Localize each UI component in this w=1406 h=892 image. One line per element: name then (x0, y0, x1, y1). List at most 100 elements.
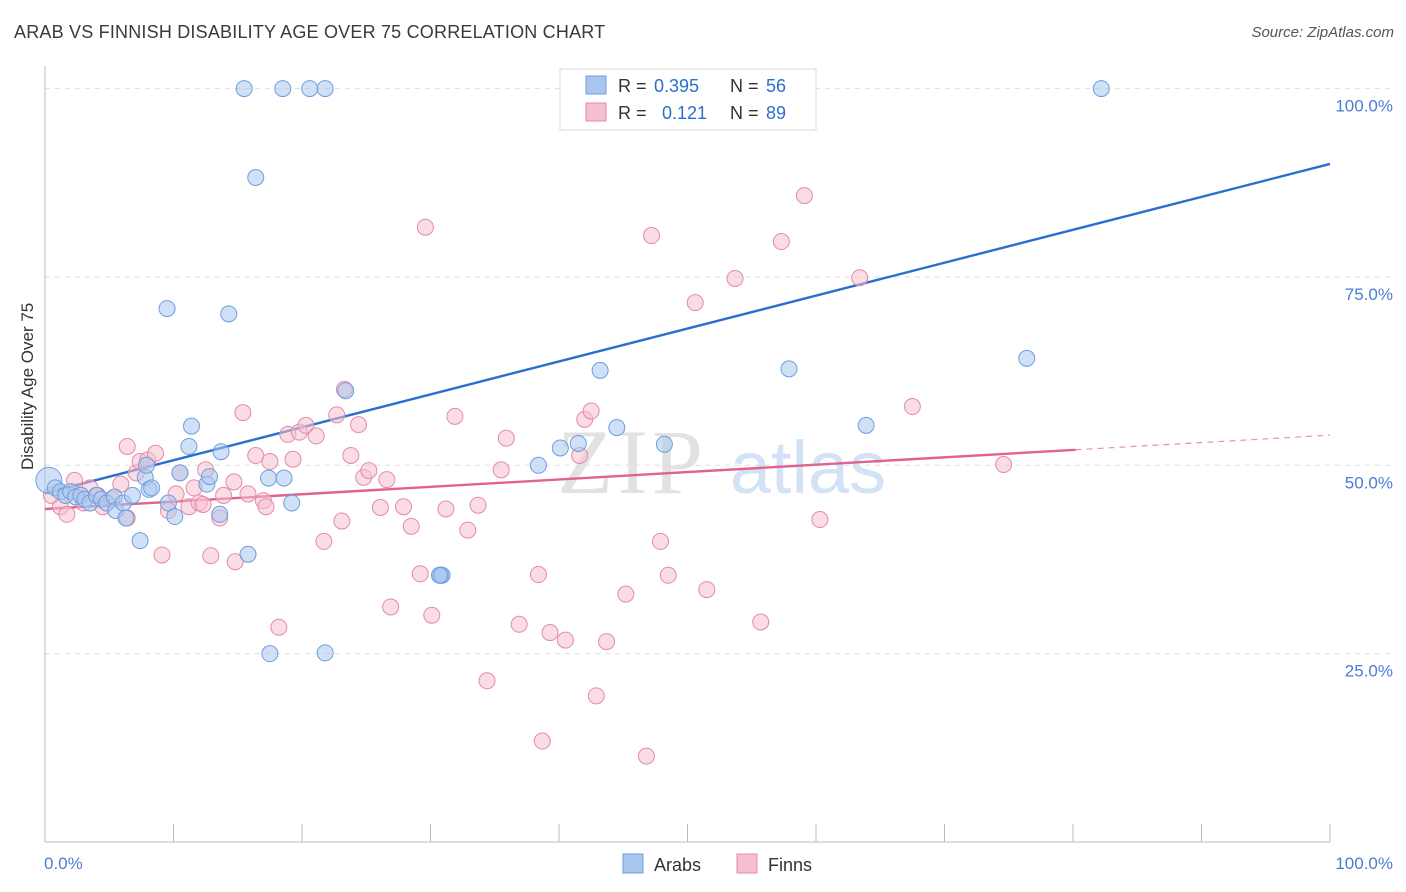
arabs-point (180, 437, 198, 455)
y-tick-label: 75.0% (1345, 285, 1393, 304)
finns-point (342, 447, 360, 465)
finns-point (726, 269, 744, 287)
finns-point (437, 500, 455, 518)
finns-point (257, 498, 275, 516)
finns-point (202, 547, 220, 565)
arabs-point (247, 169, 265, 187)
arabs-point (301, 80, 319, 98)
finns-point (225, 473, 243, 491)
arabs-point (1018, 349, 1036, 367)
finns-point (478, 672, 496, 690)
arabs-point (166, 508, 184, 526)
y-tick-label: 25.0% (1345, 662, 1393, 681)
x-tick-label-left: 0.0% (44, 854, 83, 873)
arabs-point (337, 382, 355, 400)
arabs-bottom-swatch (622, 853, 644, 874)
finns-r-value: 0.121 (662, 103, 707, 123)
finns-point (194, 495, 212, 513)
arabs-r-label: R = (618, 76, 647, 96)
finns-point (582, 402, 600, 420)
arabs-point (591, 361, 609, 379)
finns-legend-swatch (585, 102, 607, 122)
arabs-point (655, 435, 673, 453)
arabs-point (131, 532, 149, 550)
arabs-point (117, 509, 135, 527)
arabs-point (212, 443, 230, 461)
finns-point (510, 615, 528, 633)
finns-point (350, 416, 368, 434)
finns-point (270, 618, 288, 636)
finns-point (698, 581, 716, 599)
finns-point (772, 233, 790, 251)
finns-point (333, 512, 351, 530)
finns-point (411, 565, 429, 583)
grid-lines (45, 88, 1392, 655)
arabs-point (283, 494, 301, 512)
arabs-point (138, 456, 156, 474)
arabs-n-label: N = (730, 76, 759, 96)
finns-point (533, 732, 551, 750)
arabs-point (569, 434, 587, 452)
finns-point (378, 471, 396, 489)
finns-point (416, 218, 434, 236)
series-legend: Arabs Finns (622, 853, 812, 875)
chart-source: Source: ZipAtlas.com (1251, 24, 1394, 41)
finns-point (469, 496, 487, 514)
arabs-point (239, 545, 257, 563)
arabs-point (275, 469, 293, 487)
finns-point (58, 505, 76, 523)
finns-point (903, 398, 921, 416)
finns-points (42, 187, 1013, 765)
finns-point (795, 187, 813, 205)
y-tick-labels: 25.0% 50.0% 75.0% 100.0% (1335, 97, 1393, 681)
finns-point (752, 613, 770, 631)
arabs-point (143, 479, 161, 497)
finns-point (402, 517, 420, 535)
finns-point (492, 461, 510, 479)
finns-point (307, 427, 325, 445)
arabs-point (780, 360, 798, 378)
finns-r-label: R = (618, 103, 647, 123)
finns-point (423, 606, 441, 624)
finns-point (652, 532, 670, 550)
arabs-point (123, 486, 141, 504)
finns-n-value: 89 (766, 103, 786, 123)
finns-point (686, 294, 704, 312)
finns-point (371, 498, 389, 516)
finns-point (643, 227, 661, 245)
arabs-points (35, 80, 1110, 663)
finns-point (459, 521, 477, 539)
finns-point (153, 546, 171, 564)
finns-point (328, 406, 346, 424)
arabs-point (316, 80, 334, 98)
arabs-legend-label: Arabs (654, 855, 701, 875)
finns-point (995, 456, 1013, 474)
finns-point (118, 437, 136, 455)
arabs-point (316, 644, 334, 662)
y-tick-label: 100.0% (1335, 97, 1393, 116)
arabs-point (235, 80, 253, 98)
arabs-point (1092, 80, 1110, 98)
arabs-point (608, 419, 626, 437)
arabs-n-value: 56 (766, 76, 786, 96)
arabs-point (551, 439, 569, 457)
finns-point (587, 687, 605, 705)
finns-point (598, 633, 616, 651)
finns-point (239, 485, 257, 503)
finns-point (446, 407, 464, 425)
finns-point (637, 747, 655, 765)
finns-bottom-swatch (736, 853, 758, 874)
finns-point (541, 624, 559, 642)
finns-point (297, 416, 315, 434)
arabs-point (430, 566, 448, 584)
finns-point (382, 598, 400, 616)
finns-point (851, 269, 869, 287)
axes (44, 66, 1331, 843)
finns-point (315, 532, 333, 550)
stats-legend: R = 0.395 N = 56 R = 0.121 N = 89 (559, 68, 817, 131)
finns-point (226, 553, 244, 571)
arabs-point (171, 464, 189, 482)
arabs-trend-line (44, 162, 1331, 495)
finns-point (261, 453, 279, 471)
arabs-legend-swatch (585, 75, 607, 95)
